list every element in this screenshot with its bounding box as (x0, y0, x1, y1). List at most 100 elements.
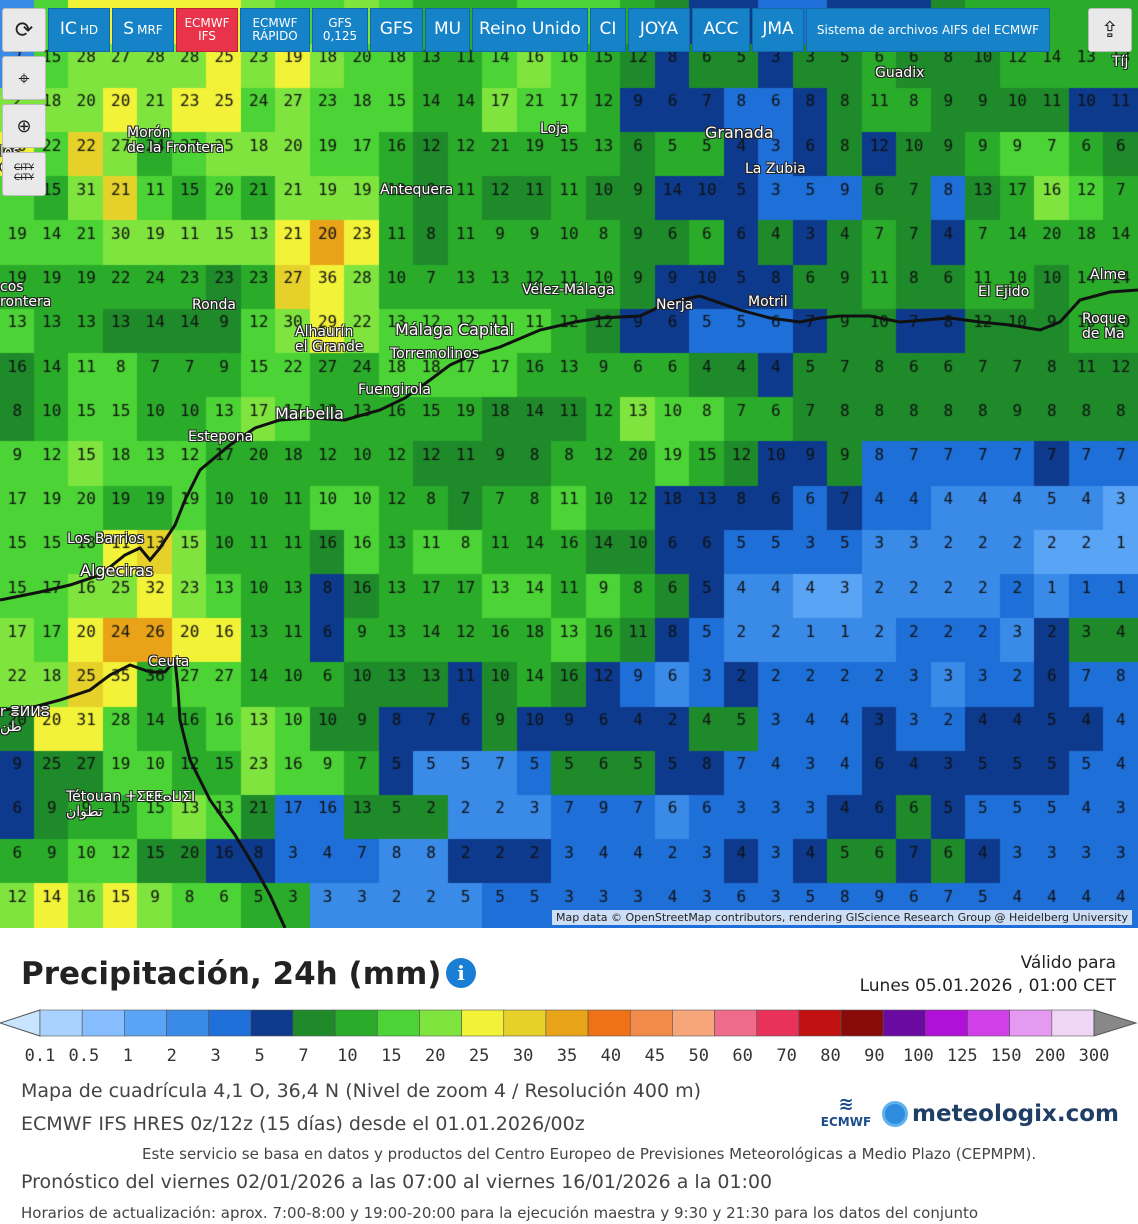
model-button-label: Reino Unido (479, 19, 581, 40)
model-button-label: JMA (762, 19, 794, 40)
valid-label: Válido para (1020, 953, 1116, 973)
zoom-button[interactable]: ⊕ (2, 104, 46, 148)
scale-tick-label: 125 (946, 1046, 978, 1066)
scale-tick-label: 35 (556, 1046, 578, 1066)
share-icon: ⇪ (1100, 17, 1120, 43)
scale-tick-label: 200 (1034, 1046, 1066, 1066)
place-label: Torremolinos (390, 346, 480, 362)
share-button[interactable]: ⇪ (1088, 8, 1132, 52)
model-button-sub: HD (79, 22, 99, 37)
model-button-label: GFS 0,125 (322, 16, 358, 43)
morocco-border (0, 656, 287, 928)
scale-swatch (840, 1009, 884, 1037)
model-button-1[interactable]: S MRF (112, 8, 174, 52)
model-button-4[interactable]: GFS 0,125 (312, 8, 368, 52)
borders (0, 288, 1138, 928)
scale-swatch (81, 1009, 125, 1037)
weather-map[interactable]: Guadix Granada La Zubia Morón de la Fronter… (0, 0, 1138, 928)
model-button-label: ECMWF IFS (184, 16, 230, 43)
scale-tick-label: 30 (512, 1046, 534, 1066)
model-button-2[interactable]: ECMWF IFS (176, 8, 238, 52)
model-button-7[interactable]: Reino Unido (472, 8, 588, 52)
place-label: Ceuta (148, 654, 190, 670)
place-label: Antequera (380, 182, 454, 198)
scale-swatch (1051, 1009, 1095, 1037)
scale-tick-label: 90 (864, 1046, 885, 1066)
data-source-info: Este servicio se basa en datos y product… (142, 1145, 1037, 1163)
place-label: Roque de Ma (1082, 311, 1127, 342)
color-scale (0, 1009, 1138, 1037)
scale-tick-label: 10 (337, 1046, 358, 1066)
coastline-road-border (0, 288, 1138, 602)
place-label: Granada (705, 123, 774, 142)
place-label: Tétouan ⵜⵉⵟⵟⴰⵡⵉⵏ تطوان (66, 789, 196, 820)
place-label: Los Barrios (67, 531, 145, 547)
info-icon[interactable]: i (446, 958, 476, 988)
model-button-11[interactable]: JMA (752, 8, 804, 52)
model-button-label: ECMWF RÁPIDO (252, 16, 298, 43)
location-button[interactable]: ⌖ (2, 56, 46, 100)
scale-swatch (166, 1009, 209, 1037)
model-button-label: CI (599, 19, 617, 40)
model-button-0[interactable]: IC HD (48, 8, 110, 52)
city-label-line-2: CITY (14, 173, 34, 183)
precipitation-grid[interactable] (0, 0, 1138, 928)
scale-swatch (756, 1009, 800, 1037)
place-label: Tíj (1112, 54, 1129, 70)
scale-tick-label: 70 (776, 1046, 797, 1066)
city-toggle-button[interactable]: CITY CITY (2, 152, 46, 196)
refresh-button[interactable]: ⟳ (2, 8, 46, 52)
model-button-label: JOYA (639, 19, 679, 40)
scale-tick-label: 2 (166, 1046, 177, 1066)
scale-swatch (461, 1009, 505, 1037)
place-label: Nerja (656, 297, 694, 313)
scale-tick-label: 7 (298, 1046, 309, 1066)
scale-swatch (882, 1009, 926, 1037)
model-button-3[interactable]: ECMWF RÁPIDO (240, 8, 310, 52)
model-button-8[interactable]: CI (590, 8, 626, 52)
scale-tick-label: 25 (468, 1046, 490, 1066)
model-button-6[interactable]: MU (425, 8, 470, 52)
scale-swatch (925, 1009, 968, 1037)
scale-swatch (334, 1009, 378, 1037)
scale-swatch (39, 1009, 83, 1037)
zoom-in-icon: ⊕ (16, 115, 32, 137)
place-label: Fuengirola (358, 382, 431, 398)
update-times-info: Horarios de actualización: aprox. 7:00-8… (21, 1204, 979, 1222)
model-button-label: Sistema de archivos AIFS del ECMWF (816, 22, 1040, 37)
ecmwf-logo[interactable]: ≋ ECMWF (818, 1094, 874, 1134)
place-label: Guadix (875, 65, 925, 81)
scale-tick-label: 20 (425, 1046, 446, 1066)
legend-panel: Precipitación, 24h (mm) i Válido para Lu… (0, 930, 1138, 1224)
map-attribution[interactable]: Map data © OpenStreetMap contributors, r… (552, 910, 1132, 925)
model-button-5[interactable]: GFS (370, 8, 423, 52)
map-pin-icon: ⌖ (18, 66, 30, 90)
place-label: Ronda (192, 297, 237, 313)
city-label-line-1: CITY (14, 163, 34, 174)
place-label: Morón de la Frontera (127, 125, 225, 156)
model-button-10[interactable]: ACC (692, 8, 750, 52)
scale-swatch (629, 1009, 673, 1037)
scale-tick-label: 15 (381, 1046, 402, 1066)
place-label: cos rontera (0, 279, 52, 310)
globe-icon (882, 1101, 908, 1127)
model-button-label: S (123, 19, 135, 40)
scale-swatch (714, 1009, 758, 1037)
meteologix-logo[interactable]: meteologix.com (882, 1096, 1119, 1132)
scale-tick-label: 45 (644, 1046, 666, 1066)
scale-swatch (1009, 1009, 1053, 1037)
model-button-label: ACC (703, 19, 739, 40)
scale-swatch (545, 1009, 589, 1037)
place-label: La Zubia (745, 161, 806, 177)
model-button-9[interactable]: JOYA (628, 8, 690, 52)
scale-tick-label: 0.5 (68, 1046, 100, 1066)
scale-tick-label: 60 (732, 1046, 753, 1066)
refresh-icon: ⟳ (14, 17, 34, 43)
place-label: Loja (540, 121, 569, 137)
scale-tick-label: 50 (688, 1046, 709, 1066)
place-label: Marbella (275, 404, 344, 423)
scale-tick-label: 150 (990, 1046, 1022, 1066)
scale-max-arrow (1093, 1009, 1138, 1037)
model-button-12[interactable]: Sistema de archivos AIFS del ECMWF (806, 8, 1050, 52)
scale-swatch (798, 1009, 842, 1037)
